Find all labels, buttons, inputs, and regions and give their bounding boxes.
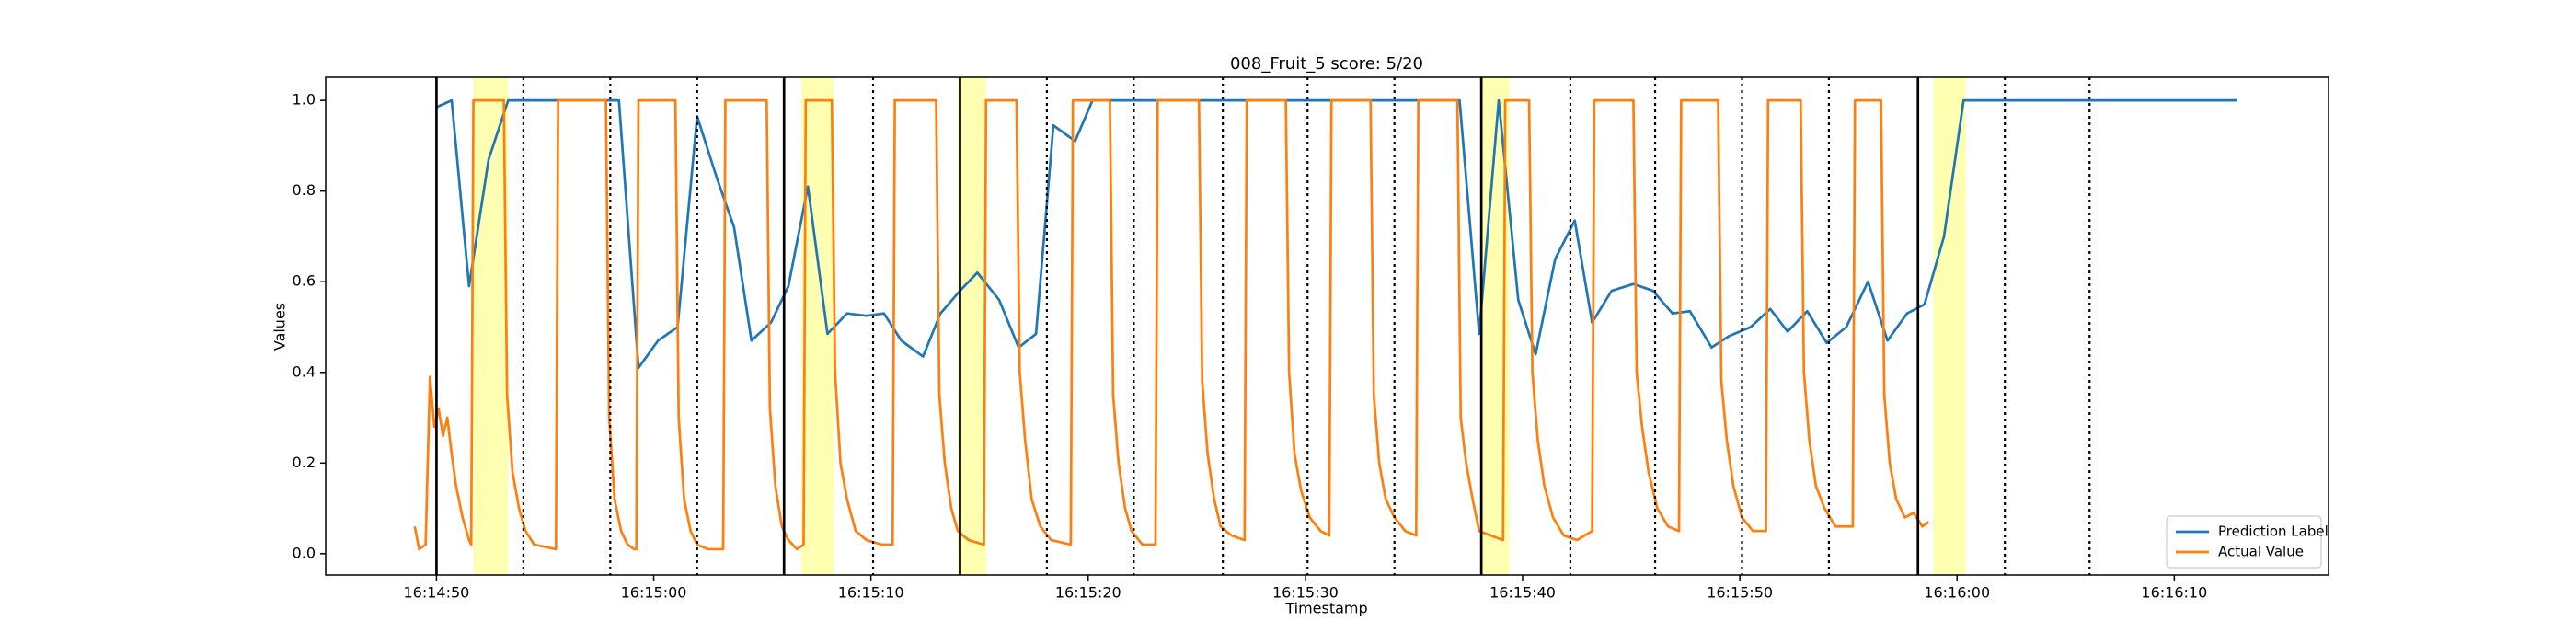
plot-area: [413, 77, 2237, 575]
x-tick-label: 16:16:10: [2141, 584, 2207, 602]
legend-label: Prediction Label: [2218, 523, 2329, 540]
x-tick-label: 16:15:50: [1707, 584, 1773, 602]
x-tick-label: 16:15:10: [838, 584, 904, 602]
plot-frame: [325, 76, 2329, 576]
x-tick-label: 16:14:50: [403, 584, 469, 602]
y-tick-label: 0.8: [293, 181, 316, 199]
legend-label: Actual Value: [2218, 544, 2304, 560]
x-tick-label: 16:15:30: [1272, 584, 1339, 602]
highlight-span: [801, 77, 834, 575]
highlight-span: [473, 77, 509, 575]
y-tick-label: 0.4: [293, 362, 316, 380]
y-tick-label: 0.0: [293, 544, 316, 561]
x-axis-label: Timestamp: [1284, 600, 1367, 617]
y-tick-label: 1.0: [293, 91, 316, 109]
x-tick-label: 16:15:00: [621, 584, 687, 602]
series-line: [435, 98, 2237, 370]
x-tick-label: 16:15:20: [1055, 584, 1121, 602]
y-axis-label: Values: [271, 303, 289, 351]
x-tick-label: 16:15:40: [1489, 584, 1556, 602]
highlight-span: [1933, 77, 1966, 575]
y-tick-label: 0.2: [293, 454, 316, 471]
highlight-span: [958, 77, 986, 575]
x-tick-label: 16:16:00: [1924, 584, 1990, 602]
chart-title: 008_Fruit_5 score: 5/20: [1230, 54, 1423, 74]
y-tick-label: 0.6: [293, 272, 316, 290]
legend: Prediction Label Actual Value: [2166, 515, 2329, 569]
legend-box: [2166, 515, 2322, 569]
series-line: [413, 98, 1930, 551]
